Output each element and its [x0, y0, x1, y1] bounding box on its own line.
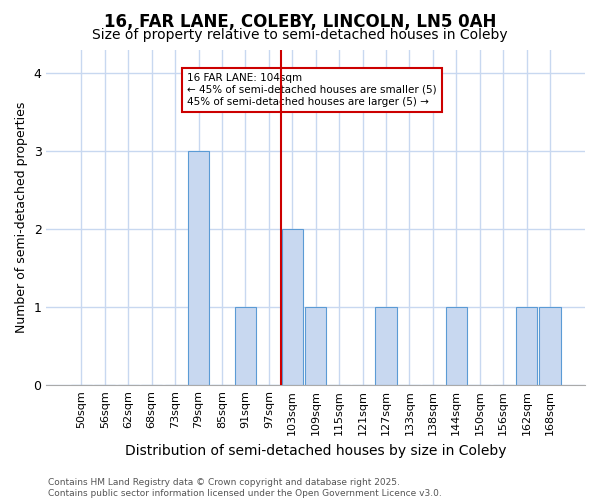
Text: 16 FAR LANE: 104sqm
← 45% of semi-detached houses are smaller (5)
45% of semi-de: 16 FAR LANE: 104sqm ← 45% of semi-detach…	[187, 74, 436, 106]
Bar	[282, 230, 303, 386]
Text: 16, FAR LANE, COLEBY, LINCOLN, LN5 0AH: 16, FAR LANE, COLEBY, LINCOLN, LN5 0AH	[104, 12, 496, 30]
Bar	[539, 308, 560, 386]
Text: Contains HM Land Registry data © Crown copyright and database right 2025.
Contai: Contains HM Land Registry data © Crown c…	[48, 478, 442, 498]
Bar	[516, 308, 537, 386]
X-axis label: Distribution of semi-detached houses by size in Coleby: Distribution of semi-detached houses by …	[125, 444, 506, 458]
Bar	[446, 308, 467, 386]
Bar	[235, 308, 256, 386]
Bar	[305, 308, 326, 386]
Bar	[376, 308, 397, 386]
Text: Size of property relative to semi-detached houses in Coleby: Size of property relative to semi-detach…	[92, 28, 508, 42]
Bar	[188, 152, 209, 386]
Y-axis label: Number of semi-detached properties: Number of semi-detached properties	[15, 102, 28, 334]
